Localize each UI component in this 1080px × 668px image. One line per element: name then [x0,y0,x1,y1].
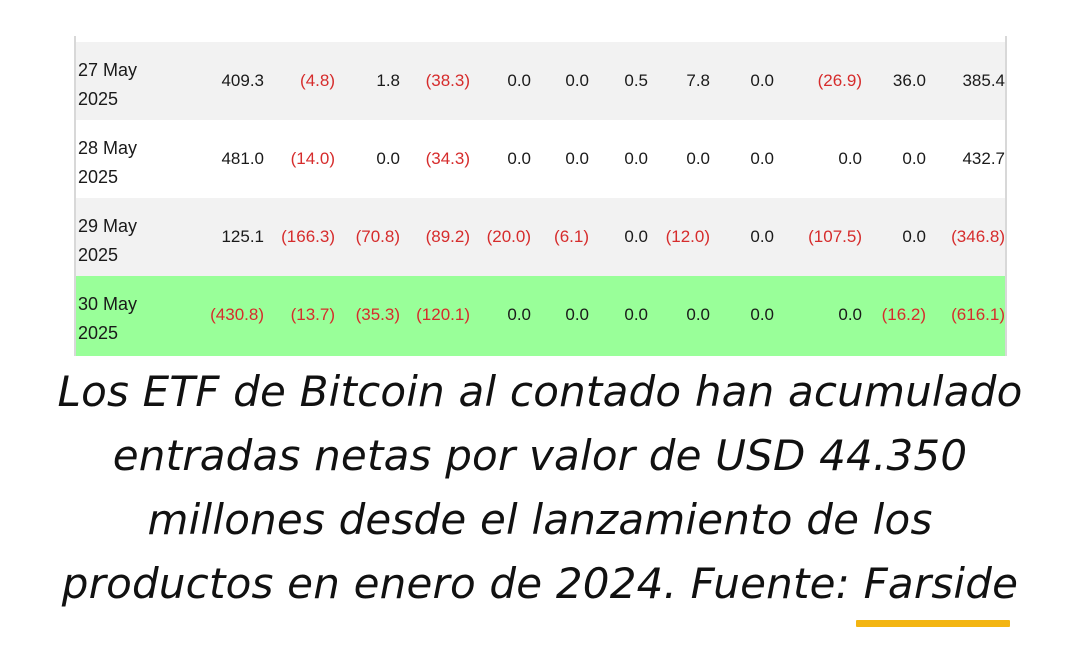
row-date-year: 2025 [78,89,119,109]
row-date-day: 27 May [78,60,138,80]
table-cell: (120.1) [416,305,470,324]
row-date: 28 May 2025 [78,134,188,192]
table-cell: 0.0 [838,149,862,168]
table-cell: (166.3) [281,227,335,246]
etf-flows-table: 27 May 2025 409.3 (4.8) 1.8 (38.3) 0.0 0.0 0.5 7.… [74,36,1007,356]
table-cell: (16.2) [881,305,926,324]
table-cell: 0.0 [750,227,774,246]
table-cell: (12.0) [665,227,710,246]
source-link-underline [856,620,1010,627]
table-cell: 0.0 [624,149,648,168]
table-cell: 0.0 [565,71,589,90]
table-cell: (14.0) [290,149,335,168]
table-cell: 0.0 [565,305,589,324]
table-cell: 0.0 [838,305,862,324]
table-cell: 0.0 [507,149,531,168]
table-row: 28 May 2025 481.0 (14.0) 0.0 (34.3) 0.0 0.0 0.0 0… [76,120,1005,198]
table-row: 27 May 2025 409.3 (4.8) 1.8 (38.3) 0.0 0.0 0.5 7.… [76,42,1005,120]
table-cell: 0.0 [686,149,710,168]
table-cell: (26.9) [817,71,862,90]
table-cell: (107.5) [808,227,862,246]
table-cell: 1.8 [376,71,400,90]
article-caption: Los ETF de Bitcoin al contado han acumul… [40,360,1040,616]
row-date-day: 29 May [78,216,138,236]
row-date-year: 2025 [78,245,119,265]
table-cell: 125.1 [221,227,264,246]
table-cell: (4.8) [300,71,335,90]
table-cell: (35.3) [355,305,400,324]
table-cell: 0.0 [624,227,648,246]
row-date-day: 30 May [78,294,138,314]
table-cell: (70.8) [355,227,400,246]
table-cell: 432.7 [962,149,1005,168]
table-cell: 0.5 [624,71,648,90]
table-cell: 0.0 [902,149,926,168]
table-cell: 0.0 [750,305,774,324]
caption-text: Los ETF de Bitcoin al contado han acumul… [57,367,1023,608]
table-row: 30 May 2025 (430.8) (13.7) (35.3) (120.1) 0.0 0… [76,276,1005,356]
table-cell: 0.0 [902,227,926,246]
table-cell: 385.4 [962,71,1005,90]
table-cell: (616.1) [951,305,1005,324]
table-cell: (38.3) [425,71,470,90]
table-cell: (6.1) [554,227,589,246]
row-date: 29 May 2025 [78,212,188,270]
table-cell: 0.0 [507,71,531,90]
row-date: 30 May 2025 [78,290,188,348]
table-cell: 0.0 [750,149,774,168]
row-date-year: 2025 [78,167,119,187]
row-date: 27 May 2025 [78,56,188,114]
table-cell: (13.7) [290,305,335,324]
table-cell: 0.0 [565,149,589,168]
row-date-year: 2025 [78,323,119,343]
table-cell: 0.0 [750,71,774,90]
table-cell: 36.0 [892,71,926,90]
table-cell: (20.0) [486,227,531,246]
table-cell: 0.0 [624,305,648,324]
source-link-farside[interactable]: Farside [863,559,1019,608]
table-cell: (34.3) [425,149,470,168]
row-date-day: 28 May [78,138,138,158]
table-cell: (430.8) [210,305,264,324]
table-cell: 0.0 [376,149,400,168]
table-cell: 0.0 [507,305,531,324]
table-cell: 0.0 [686,305,710,324]
table-cell: (89.2) [425,227,470,246]
table-row: 29 May 2025 125.1 (166.3) (70.8) (89.2) (20.0)… [76,198,1005,276]
table-cell: (346.8) [951,227,1005,246]
table-cell: 481.0 [221,149,264,168]
table-cell: 7.8 [686,71,710,90]
table-cell: 409.3 [221,71,264,90]
